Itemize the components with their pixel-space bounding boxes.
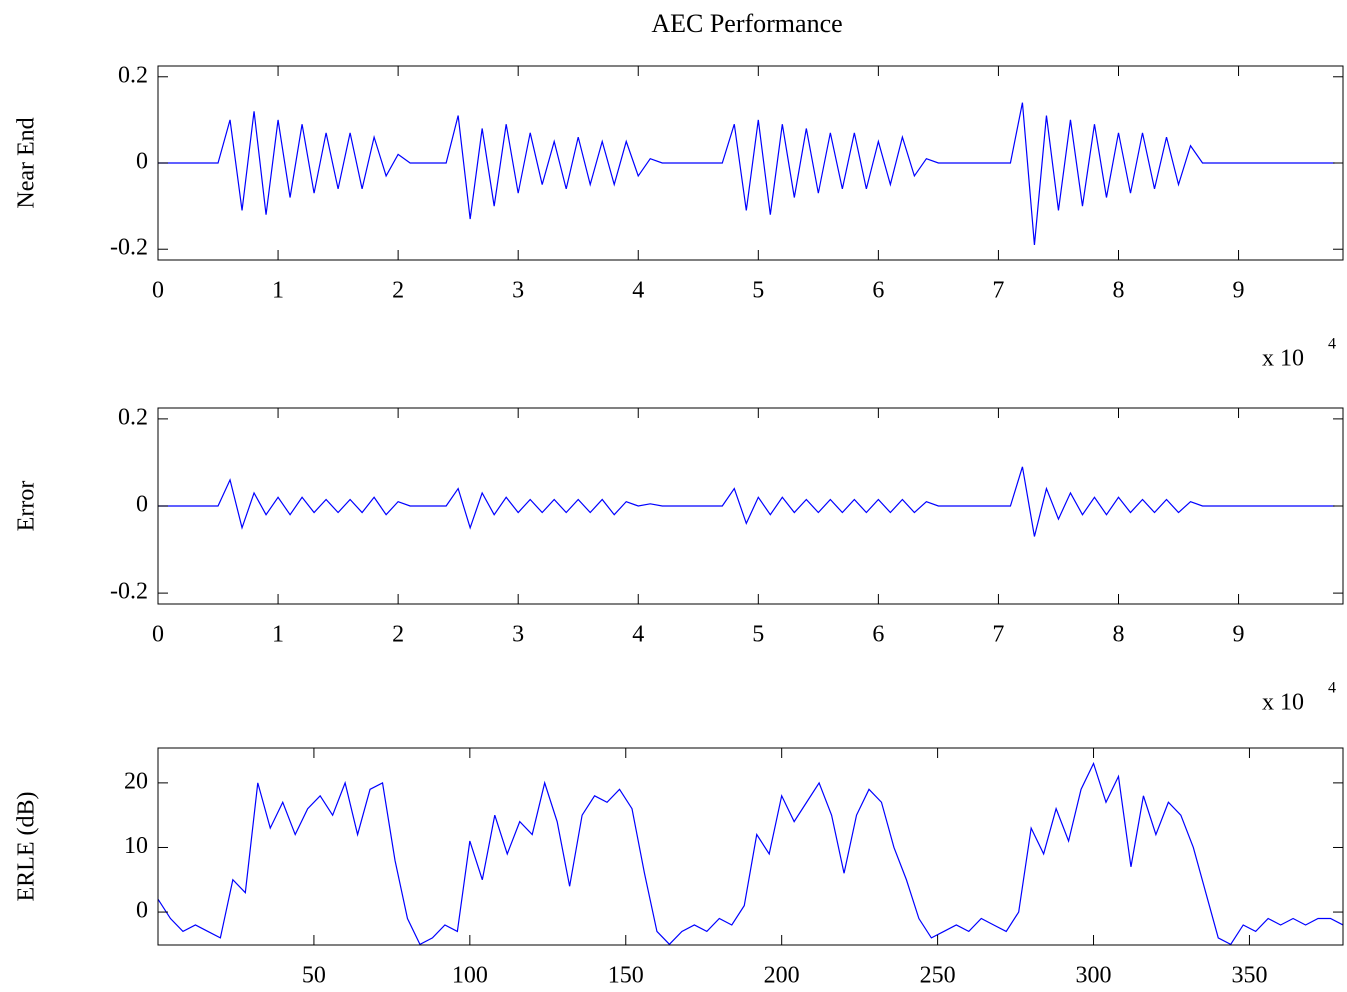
chart-title: AEC Performance bbox=[651, 9, 842, 38]
y-axis-label: ERLE (dB) bbox=[14, 792, 40, 902]
y-tick-label: -0.2 bbox=[110, 579, 148, 605]
x-tick-label: 3 bbox=[512, 622, 524, 648]
x-tick-label: 0 bbox=[152, 622, 164, 648]
y-tick-label: 0 bbox=[136, 492, 148, 518]
y-tick-label: 0.2 bbox=[118, 404, 148, 430]
x-tick-label: 5 bbox=[752, 622, 764, 648]
x-tick-label: 2 bbox=[392, 622, 404, 648]
x-tick-label: 9 bbox=[1233, 622, 1245, 648]
x-tick-label: 50 bbox=[302, 963, 326, 989]
y-tick-label: 20 bbox=[124, 768, 148, 794]
x-tick-label: 4 bbox=[632, 278, 644, 304]
y-tick-label: 0.2 bbox=[118, 62, 148, 88]
x-tick-label: 6 bbox=[872, 278, 884, 304]
y-tick-label: 0 bbox=[136, 898, 148, 924]
y-axis-label: Error bbox=[14, 481, 40, 532]
x-multiplier: x 10 bbox=[1262, 690, 1304, 716]
signal-line bbox=[158, 102, 1335, 245]
x-tick-label: 3 bbox=[512, 278, 524, 304]
x-tick-label: 300 bbox=[1076, 963, 1112, 989]
x-tick-label: 1 bbox=[272, 278, 284, 304]
x-tick-label: 150 bbox=[608, 963, 644, 989]
x-exponent: 4 bbox=[1328, 680, 1336, 697]
x-tick-label: 1 bbox=[272, 622, 284, 648]
x-multiplier: x 10 bbox=[1262, 346, 1304, 372]
x-tick-label: 250 bbox=[920, 963, 956, 989]
signal-line bbox=[158, 761, 1343, 945]
y-tick-label: 10 bbox=[124, 833, 148, 859]
signal-line bbox=[158, 466, 1335, 537]
x-tick-label: 0 bbox=[152, 278, 164, 304]
x-tick-label: 100 bbox=[452, 963, 488, 989]
y-tick-label: 0 bbox=[136, 149, 148, 175]
x-tick-label: 2 bbox=[392, 278, 404, 304]
y-tick-label: -0.2 bbox=[110, 235, 148, 261]
x-tick-label: 5 bbox=[752, 278, 764, 304]
y-axis-label: Near End bbox=[14, 117, 40, 208]
x-tick-label: 4 bbox=[632, 622, 644, 648]
x-exponent: 4 bbox=[1328, 336, 1336, 353]
x-tick-label: 8 bbox=[1112, 622, 1124, 648]
axes-box bbox=[157, 747, 1344, 946]
x-tick-label: 350 bbox=[1231, 963, 1267, 989]
x-tick-label: 200 bbox=[764, 963, 800, 989]
x-tick-label: 8 bbox=[1112, 278, 1124, 304]
x-tick-label: 7 bbox=[992, 278, 1004, 304]
x-tick-label: 6 bbox=[872, 622, 884, 648]
x-tick-label: 9 bbox=[1233, 278, 1245, 304]
x-tick-label: 7 bbox=[992, 622, 1004, 648]
